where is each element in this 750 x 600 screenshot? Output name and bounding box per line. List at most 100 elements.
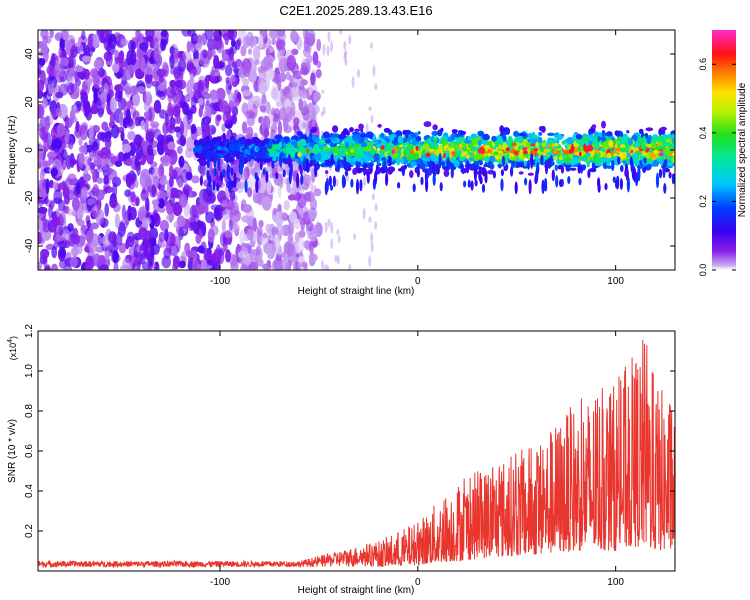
heatmap-signal-cell xyxy=(337,157,341,173)
heatmap-noise-cell xyxy=(96,177,103,184)
heatmap-signal-cell xyxy=(299,138,307,145)
heatmap-noise-cell xyxy=(242,78,249,87)
heatmap-signal-cell xyxy=(664,147,672,155)
heatmap-noise-cell xyxy=(173,221,179,229)
heatmap-noise-cell xyxy=(106,43,116,56)
heatmap-noise-cell xyxy=(178,193,188,208)
heatmap-noise-cell xyxy=(153,128,162,140)
heatmap-signal-cell xyxy=(362,162,367,176)
heatmap-signal-cell xyxy=(628,138,633,146)
heatmap-signal-cell xyxy=(594,156,602,165)
heatmap-signal-cell xyxy=(285,147,290,155)
heatmap-noise-cell xyxy=(224,229,233,239)
heatmap-signal-cell xyxy=(320,163,326,168)
heatmap-signal-cell xyxy=(530,153,534,169)
heatmap-signal-cell xyxy=(579,151,582,157)
heatmap-signal-cell xyxy=(620,147,624,152)
heatmap-noise-cell xyxy=(191,33,199,45)
heatmap-noise-cell xyxy=(184,108,194,117)
heatmap-noise-cell xyxy=(262,232,268,239)
heatmap-noise-cell xyxy=(59,57,70,67)
heatmap-signal-cell xyxy=(626,130,630,134)
heatmap-noise-cell xyxy=(39,169,45,184)
heatmap-signal-cell xyxy=(354,128,360,132)
heatmap-noise-cell xyxy=(38,206,48,214)
heatmap-noise-cell xyxy=(193,58,199,68)
heatmap-signal-cell xyxy=(365,131,374,139)
heatmap-noise-cell xyxy=(225,79,232,95)
colorbar-tick-label: 0.4 xyxy=(698,127,708,140)
heatmap-noise-cell xyxy=(184,93,191,103)
heatmap-signal-cell xyxy=(493,151,499,156)
heatmap-noise-cell xyxy=(168,176,174,188)
heatmap-noise-cell xyxy=(370,241,374,253)
heatmap-signal-cell xyxy=(377,166,381,175)
heatmap-signal-cell xyxy=(461,167,465,175)
heatmap-signal-cell xyxy=(563,150,571,155)
heatmap-noise-cell xyxy=(300,79,308,86)
heatmap-signal-cell xyxy=(658,168,663,179)
heatmap-noise-cell xyxy=(93,69,98,80)
heatmap-noise-cell xyxy=(213,55,220,70)
heatmap-noise-cell xyxy=(149,56,154,64)
heatmap-signal-cell xyxy=(305,158,309,173)
heatmap-noise-cell xyxy=(310,193,315,202)
chart-title: C2E1.2025.289.13.43.E16 xyxy=(279,3,432,18)
heatmap-signal-cell xyxy=(313,150,319,155)
heatmap-noise-cell xyxy=(370,232,374,243)
heatmap-noise-cell xyxy=(172,47,180,59)
heatmap-signal-cell xyxy=(358,123,364,130)
heatmap-noise-cell xyxy=(313,184,317,191)
heatmap-signal-cell xyxy=(340,146,347,150)
heatmap-signal-cell xyxy=(559,151,563,157)
heatmap-noise-cell xyxy=(104,203,109,217)
heatmap-noise-cell xyxy=(251,95,261,104)
heatmap-noise-cell xyxy=(322,106,326,115)
heatmap-signal-cell xyxy=(369,167,373,172)
heatmap-signal-cell xyxy=(269,152,273,157)
heatmap-signal-cell xyxy=(572,134,576,142)
heatmap-noise-cell xyxy=(207,228,215,243)
heatmap-signal-cell xyxy=(575,134,583,140)
heatmap-signal-cell xyxy=(592,144,596,148)
heatmap-signal-cell xyxy=(313,146,317,149)
heatmap-noise-cell xyxy=(242,204,252,213)
heatmap-signal-cell xyxy=(205,145,211,149)
heatmap-noise-cell xyxy=(351,76,355,88)
heatmap-noise-cell xyxy=(48,179,54,189)
heatmap-noise-cell xyxy=(38,185,47,200)
heatmap-signal-cell xyxy=(645,127,654,132)
heatmap-noise-cell xyxy=(126,50,134,66)
heatmap-noise-cell xyxy=(353,233,357,240)
heatmap-signal-cell xyxy=(455,153,459,158)
heatmap-noise-cell xyxy=(49,30,54,39)
heatmap-noise-cell xyxy=(67,67,76,84)
heatmap-noise-cell xyxy=(299,249,303,258)
heatmap-signal-cell xyxy=(332,175,336,188)
heatmap-noise-cell xyxy=(335,178,339,187)
heatmap-signal-cell xyxy=(611,159,615,172)
heatmap-noise-cell xyxy=(81,55,92,62)
heatmap-signal-cell xyxy=(471,137,480,145)
heatmap-noise-cell xyxy=(125,173,133,188)
heatmap-noise-cell xyxy=(38,179,42,190)
heatmap-noise-cell xyxy=(284,106,295,121)
heatmap-noise-cell xyxy=(42,97,48,109)
heatmap-noise-cell xyxy=(316,38,322,52)
heatmap-noise-cell xyxy=(209,69,215,82)
heatmap-signal-cell xyxy=(614,130,620,137)
snr-ytick-label: 0.6 xyxy=(24,444,35,458)
heatmap-signal-cell xyxy=(553,150,557,154)
heatmap-signal-cell xyxy=(244,148,250,155)
heatmap-signal-cell xyxy=(228,143,236,151)
heatmap-noise-cell xyxy=(289,76,294,85)
heatmap-noise-cell xyxy=(179,121,184,136)
heatmap-signal-cell xyxy=(637,165,641,182)
heatmap-noise-cell xyxy=(290,30,298,43)
heatmap-signal-cell xyxy=(381,157,387,161)
heatmap-noise-cell xyxy=(135,116,140,127)
heatmap-noise-cell xyxy=(308,55,313,63)
heatmap-noise-cell xyxy=(187,255,193,270)
heatmap-noise-cell xyxy=(134,265,139,270)
heatmap-noise-cell xyxy=(50,263,59,270)
